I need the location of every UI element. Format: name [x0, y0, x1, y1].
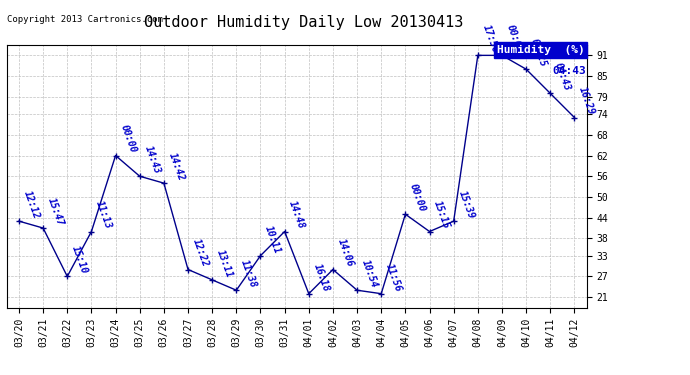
Text: 00:00: 00:00 — [119, 124, 138, 155]
Text: 17:56: 17:56 — [481, 24, 500, 55]
Text: 13:11: 13:11 — [215, 248, 235, 279]
Text: 14:42: 14:42 — [167, 152, 186, 182]
Text: 12:12: 12:12 — [22, 189, 41, 220]
Text: Copyright 2013 Cartronics.com: Copyright 2013 Cartronics.com — [7, 15, 163, 24]
Text: 10:54: 10:54 — [360, 258, 380, 290]
Text: 11:13: 11:13 — [95, 200, 114, 231]
Text: 04:43: 04:43 — [552, 66, 586, 76]
Text: 15:47: 15:47 — [46, 196, 66, 227]
Text: 04:43: 04:43 — [553, 62, 573, 93]
Text: 14:48: 14:48 — [288, 200, 307, 231]
Text: 14:43: 14:43 — [143, 144, 162, 176]
Text: 12:22: 12:22 — [191, 238, 210, 269]
Text: 14:06: 14:06 — [336, 238, 355, 269]
Text: 15:10: 15:10 — [70, 244, 90, 276]
Text: 02:25: 02:25 — [529, 38, 549, 68]
Text: 00:00: 00:00 — [408, 183, 428, 213]
Text: 11:56: 11:56 — [384, 262, 404, 293]
Text: 15:39: 15:39 — [457, 189, 476, 220]
Text: 16:18: 16:18 — [312, 262, 331, 293]
Text: 11:38: 11:38 — [239, 258, 259, 290]
Text: 16:29: 16:29 — [578, 86, 597, 117]
Text: Humidity  (%): Humidity (%) — [497, 45, 584, 55]
Text: 10:11: 10:11 — [264, 224, 283, 255]
Text: Outdoor Humidity Daily Low 20130413: Outdoor Humidity Daily Low 20130413 — [144, 15, 463, 30]
Text: 00:00: 00:00 — [505, 24, 524, 55]
Text: 15:15: 15:15 — [433, 200, 452, 231]
